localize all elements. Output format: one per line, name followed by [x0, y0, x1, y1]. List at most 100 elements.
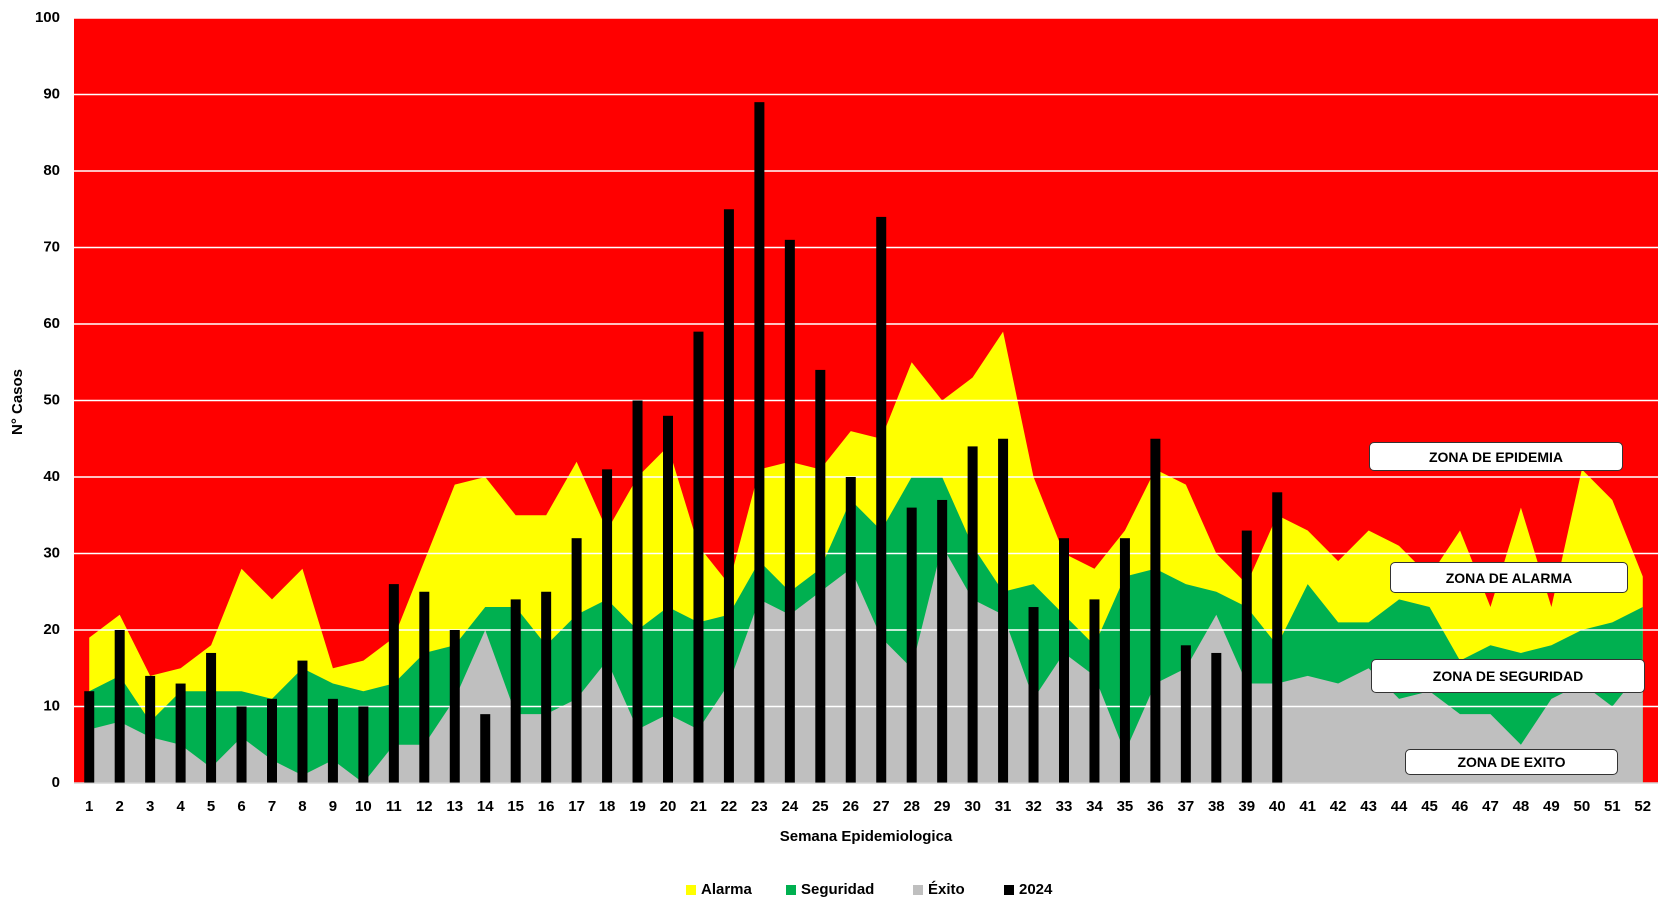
- y-tick-label: 70: [43, 238, 60, 255]
- legend-label: Alarma: [701, 881, 753, 898]
- area: [89, 545, 1643, 783]
- bar: [327, 698, 338, 783]
- x-tick-label: 39: [1238, 798, 1255, 815]
- bar: [967, 446, 978, 783]
- x-tick-label: 8: [298, 798, 306, 815]
- bar: [815, 369, 826, 783]
- bar: [1119, 538, 1130, 783]
- x-tick-label: 25: [812, 798, 829, 815]
- x-tick-label: 38: [1208, 798, 1225, 815]
- x-tick-label: 2: [116, 798, 124, 815]
- bar: [906, 507, 917, 783]
- bar-layer: [84, 102, 1283, 784]
- x-axis-title: Semana Epidemiologica: [780, 828, 953, 845]
- bar: [449, 630, 460, 783]
- y-axis-title: N° Casos: [9, 369, 26, 435]
- x-tick-label: 18: [599, 798, 616, 815]
- x-tick-label: 33: [1056, 798, 1073, 815]
- bar: [1059, 538, 1069, 783]
- x-tick-label: 36: [1147, 798, 1164, 815]
- y-tick-label: 60: [43, 315, 60, 332]
- x-tick-label: 5: [207, 798, 215, 815]
- bar: [419, 591, 430, 783]
- zone-label: ZONA DE EXITO: [1405, 749, 1618, 775]
- x-tick-label: 16: [538, 798, 555, 815]
- x-tick-label: 22: [721, 798, 738, 815]
- x-tick-label: 12: [416, 798, 433, 815]
- bar: [84, 691, 95, 783]
- x-tick-label: 23: [751, 798, 768, 815]
- x-tick-label: 24: [782, 798, 799, 815]
- bar: [206, 652, 217, 783]
- x-tick-label: 19: [629, 798, 646, 815]
- bar: [571, 538, 582, 783]
- bar: [937, 499, 948, 783]
- x-tick-label: 51: [1604, 798, 1621, 815]
- bar: [845, 477, 856, 783]
- x-tick-label: 26: [842, 798, 859, 815]
- bar: [297, 660, 308, 783]
- y-tick-label: 10: [43, 697, 60, 714]
- x-tick-label: 43: [1360, 798, 1377, 815]
- bar: [145, 675, 156, 783]
- y-tick-label: 50: [43, 391, 60, 408]
- bar: [1211, 652, 1222, 783]
- bar: [663, 415, 673, 783]
- bar: [876, 216, 887, 783]
- x-tick-label: 28: [903, 798, 920, 815]
- bar: [632, 400, 643, 783]
- x-tick-label: 9: [329, 798, 337, 815]
- bar: [388, 584, 399, 783]
- bar: [1241, 530, 1252, 783]
- bar: [480, 714, 491, 783]
- y-tick-label: 0: [52, 774, 60, 791]
- y-tick-label: 40: [43, 468, 60, 485]
- y-tick-label: 80: [43, 162, 60, 179]
- x-tick-label: 6: [237, 798, 245, 815]
- legend-swatch: [786, 885, 796, 895]
- bar: [693, 331, 704, 783]
- x-tick-label: 29: [934, 798, 951, 815]
- zone-label: ZONA DE SEGURIDAD: [1371, 659, 1645, 693]
- x-tick-label: 3: [146, 798, 154, 815]
- y-tick-label: 20: [43, 621, 60, 638]
- bar: [1272, 492, 1283, 783]
- bar: [358, 706, 369, 783]
- x-tick-label: 35: [1117, 798, 1134, 815]
- bar: [175, 683, 186, 783]
- x-tick-label: 32: [1025, 798, 1042, 815]
- x-tick-label: 4: [176, 798, 185, 815]
- y-tick-label: 90: [43, 85, 60, 102]
- bar: [1180, 645, 1191, 783]
- x-tick-label: 27: [873, 798, 890, 815]
- bar: [1089, 599, 1100, 783]
- x-tick-label: 42: [1330, 798, 1347, 815]
- x-tick-label: 20: [660, 798, 677, 815]
- x-tick-label: 37: [1178, 798, 1195, 815]
- bar: [998, 438, 1009, 783]
- x-tick-label: 7: [268, 798, 276, 815]
- bar: [723, 209, 734, 783]
- x-tick-label: 13: [446, 798, 463, 815]
- x-tick-label: 44: [1391, 798, 1408, 815]
- x-tick-label: 14: [477, 798, 494, 815]
- x-tick-label: 17: [568, 798, 585, 815]
- bar: [754, 102, 765, 783]
- legend-label: Seguridad: [801, 881, 874, 898]
- zone-label: ZONA DE EPIDEMIA: [1369, 442, 1623, 471]
- x-tick-label: 31: [995, 798, 1012, 815]
- x-tick-label: 15: [507, 798, 524, 815]
- x-tick-label: 10: [355, 798, 372, 815]
- bar: [267, 698, 277, 783]
- x-tick-label: 40: [1269, 798, 1286, 815]
- x-tick-label: 46: [1452, 798, 1469, 815]
- x-tick-label: 50: [1574, 798, 1591, 815]
- x-tick-label: 34: [1086, 798, 1103, 815]
- legend-label: Éxito: [928, 881, 965, 898]
- bar: [602, 469, 613, 783]
- x-tick-label: 52: [1634, 798, 1651, 815]
- bar: [1150, 438, 1161, 783]
- x-tick-label: 21: [690, 798, 707, 815]
- bar: [236, 706, 247, 783]
